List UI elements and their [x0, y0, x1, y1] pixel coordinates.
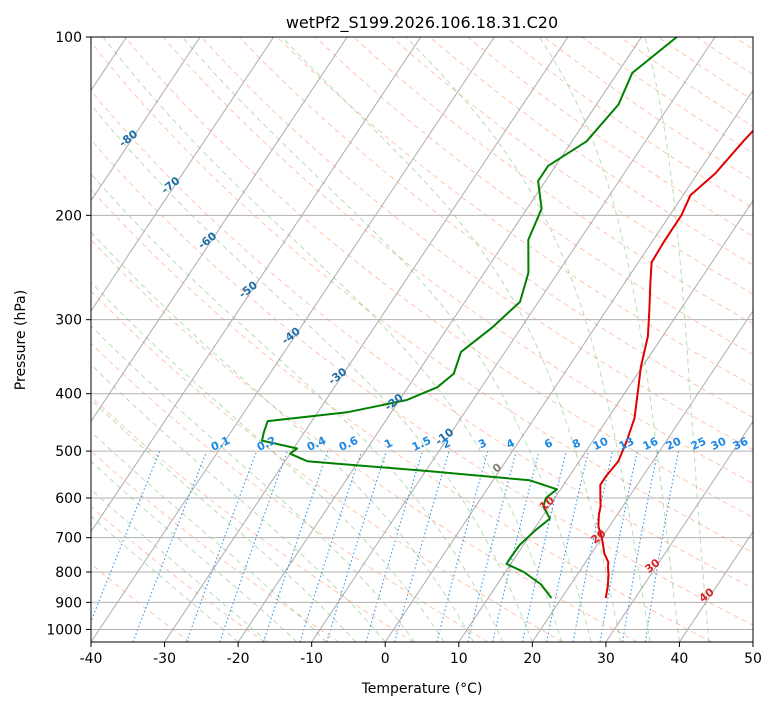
y-tick-label: 1000	[46, 622, 82, 638]
dry-adiabat-line	[91, 139, 753, 626]
moist-adiabat-line	[91, 104, 533, 642]
isotherm-line	[311, 37, 716, 642]
isotherm-line	[91, 37, 422, 533]
mixing-ratio-line	[91, 450, 161, 623]
moist-adiabat-line	[644, 37, 710, 642]
y-tick-label: 600	[55, 491, 82, 507]
dry-adiabat-line	[91, 239, 638, 642]
dry-adiabat-line	[276, 37, 753, 387]
moist-adiabat-line	[91, 460, 298, 642]
plot-area: -100-90-80-70-60-50-40-30-20-10010203040…	[70, 37, 753, 642]
moist-adiabats	[91, 37, 710, 642]
moist-adiabat-line	[91, 173, 504, 642]
y-tick-label: 400	[55, 387, 82, 403]
sounding-traces	[261, 37, 753, 599]
plot-frame	[90, 36, 754, 643]
chart-title: wetPf2_S199.2026.106.18.31.C20	[286, 13, 558, 33]
axes: -40 -30 -20 -10 0 10 20 30 40 50 100 200 300 400 500 60…	[46, 30, 762, 667]
moist-adiabat-line	[405, 37, 651, 642]
moist-adiabat-line	[91, 231, 474, 642]
moist-adiabat-line	[181, 37, 592, 642]
isotherm-line	[605, 420, 753, 642]
y-tick-label: 100	[55, 30, 82, 46]
moist-adiabat-line	[281, 37, 622, 642]
mixing-ratio-line	[326, 450, 387, 642]
mixing-ratio-label: 30	[709, 435, 729, 453]
x-tick-label: 40	[671, 651, 689, 667]
isotherm-line	[91, 37, 201, 202]
y-tick-label: 900	[55, 595, 82, 611]
y-tick-label: 200	[55, 208, 82, 224]
moist-adiabat-line	[102, 37, 563, 642]
y-tick-label: 700	[55, 531, 82, 547]
isotherm-line	[458, 199, 753, 642]
mixing-ratio-line	[186, 450, 258, 642]
dry-adiabat-line	[91, 188, 713, 642]
mixing-ratio-label: 25	[689, 435, 708, 453]
isotherm-line	[237, 37, 642, 642]
mixing-ratio-line	[219, 450, 288, 642]
x-tick-label: 10	[450, 651, 468, 667]
mixing-ratio-line	[467, 450, 517, 642]
isotherm-line	[384, 89, 753, 642]
mixing-ratio-label: 36	[731, 435, 751, 453]
x-tick-label: -40	[80, 651, 103, 667]
moist-adiabat-line	[91, 488, 268, 642]
moist-adiabat-line	[538, 37, 680, 642]
mixing-ratio-line	[521, 450, 567, 642]
dry-adiabat-line	[162, 37, 753, 484]
isotherm-line	[91, 37, 275, 312]
dry-adiabat-line	[200, 37, 753, 451]
moist-adiabat-line	[91, 363, 386, 642]
x-tick-label: -20	[227, 651, 250, 667]
x-axis-label: Temperature (°C)	[361, 681, 483, 697]
dewpoint-trace	[261, 37, 678, 599]
y-axis-label: Pressure (hPa)	[13, 290, 29, 390]
mixing-ratio-label: 10	[591, 435, 611, 453]
mixing-ratio-line	[436, 450, 489, 642]
mixing-ratio-line	[365, 450, 424, 642]
x-tick-label: -10	[300, 651, 323, 667]
x-tick-label: -30	[153, 651, 176, 667]
isotherm-line	[531, 310, 753, 642]
temperature-trace	[597, 129, 753, 599]
x-tick-label: 50	[744, 651, 762, 667]
isotherm-line	[164, 37, 569, 642]
isotherms	[91, 37, 753, 642]
dry-adiabat-line	[353, 37, 753, 325]
y-tick-label: 500	[55, 444, 82, 460]
isotherm-line	[91, 37, 495, 642]
moist-adiabat-line	[91, 398, 357, 642]
x-tick-label: 30	[597, 651, 615, 667]
x-tick-label: 20	[523, 651, 541, 667]
dry-adiabat-line	[91, 89, 753, 589]
y-tick-label: 300	[55, 313, 82, 329]
isotherm-line	[91, 37, 348, 423]
mixing-ratio-line	[546, 450, 589, 642]
mixing-ratio-line	[132, 450, 208, 642]
mixing-ratio-label: 16	[641, 435, 661, 453]
y-tick-label: 800	[55, 565, 82, 581]
mixing-ratio-line	[262, 450, 329, 642]
isotherm-label: -90	[70, 86, 94, 109]
mixing-ratio-label: 20	[664, 435, 684, 453]
x-tick-label: 0	[381, 651, 390, 667]
mixing-ratio-label: 13	[617, 435, 636, 453]
dry-adiabat-line	[91, 290, 563, 642]
isotherm-line	[679, 530, 753, 642]
mixing-ratio-line	[299, 450, 363, 642]
moist-adiabat-line	[91, 515, 239, 642]
